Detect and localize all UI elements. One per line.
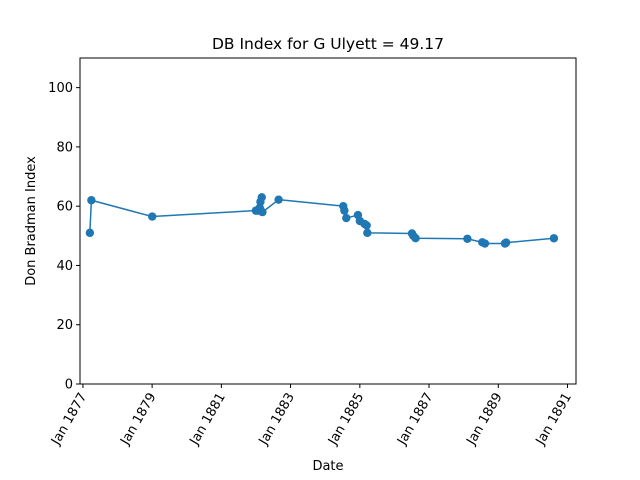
- chart-title: DB Index for G Ulyett = 49.17: [212, 35, 444, 53]
- data-point: [480, 239, 490, 248]
- y-tick-label: 40: [56, 259, 73, 274]
- data-point: [340, 206, 349, 215]
- x-axis-title: Date: [312, 459, 343, 474]
- data-point: [463, 234, 472, 243]
- y-axis-title: Don Bradman Index: [24, 156, 39, 286]
- data-point: [362, 221, 371, 230]
- y-tick-label: 0: [65, 378, 73, 393]
- data-point: [342, 213, 351, 223]
- data-point: [363, 228, 372, 238]
- data-point: [258, 207, 267, 217]
- y-tick-label: 20: [56, 318, 73, 333]
- axes-frame: [79, 57, 577, 385]
- data-point: [274, 195, 283, 204]
- data-point: [85, 228, 95, 238]
- y-tick-label: 80: [56, 140, 73, 155]
- data-point: [257, 193, 266, 202]
- data-point: [549, 234, 559, 243]
- data-point: [87, 196, 96, 205]
- y-tick-label: 60: [56, 200, 73, 215]
- y-tick-label: 100: [48, 81, 73, 96]
- data-point: [501, 238, 511, 247]
- data-point: [411, 233, 420, 243]
- data-point: [148, 212, 157, 221]
